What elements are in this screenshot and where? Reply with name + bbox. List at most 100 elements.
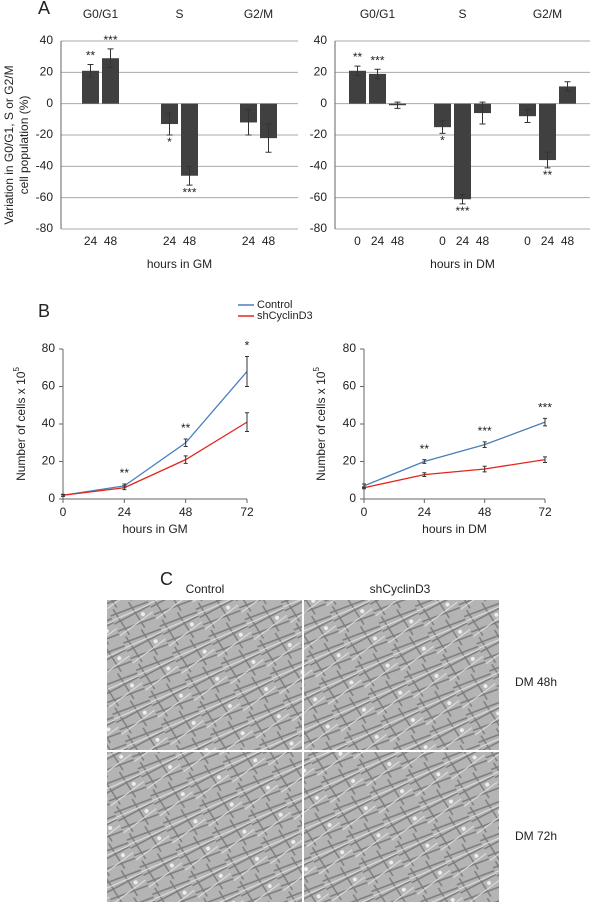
y-axis-label: Variation in G0/G1, S or G2/M (2, 65, 16, 224)
line (363, 458, 546, 489)
micrograph (304, 752, 499, 902)
y-axis-label-exponent: 5 (312, 367, 321, 372)
x-axis-label: hours in DM (430, 257, 495, 271)
panel-label: A (38, 0, 50, 18)
significance: ** (181, 421, 191, 435)
bar (349, 70, 366, 104)
y-tick-label: -20 (36, 127, 54, 141)
significance: * (440, 134, 445, 148)
y-tick-label: 60 (343, 379, 357, 393)
panel-label: C (160, 569, 173, 589)
y-tick-label: 0 (46, 96, 53, 110)
y-tick-label: -60 (36, 190, 54, 204)
y-tick-label: -80 (310, 221, 328, 235)
group-label: G2/M (244, 7, 273, 21)
group-label: S (458, 7, 466, 21)
significance: *** (478, 424, 492, 438)
category-label: 0 (354, 234, 361, 248)
line (62, 421, 248, 496)
row-label: DM 48h (515, 675, 557, 689)
error-bar (422, 472, 427, 477)
y-tick-label: 80 (343, 341, 357, 355)
error-bar (265, 123, 272, 153)
legend-label: shCyclinD3 (257, 310, 313, 322)
category-label: 48 (561, 234, 575, 248)
y-axis-label: Number of cells x 105 (312, 367, 328, 481)
significance: *** (370, 53, 384, 67)
x-tick-label: 72 (538, 505, 552, 519)
group-label: G2/M (533, 7, 562, 21)
significance: ** (120, 466, 130, 480)
x-tick-label: 48 (179, 505, 193, 519)
panel-label: B (38, 301, 50, 321)
y-tick-label: 60 (42, 379, 56, 393)
y-tick-label: 20 (42, 454, 56, 468)
bar (260, 103, 277, 139)
x-axis-label: hours in DM (422, 522, 487, 536)
error-bar (564, 81, 571, 92)
error-bar (479, 101, 486, 125)
x-tick-label: 24 (118, 505, 132, 519)
category-label: 48 (262, 234, 276, 248)
error-bar (459, 194, 466, 205)
category-label: 24 (456, 234, 470, 248)
x-tick-label: 72 (240, 505, 254, 519)
category-label: 24 (371, 234, 385, 248)
x-axis-label: hours in GM (122, 522, 187, 536)
y-axis-label-text: Number of cells x 10 (14, 371, 28, 481)
bar (454, 103, 471, 200)
bar (102, 58, 119, 104)
bar (434, 103, 451, 128)
y-tick-label: 80 (42, 341, 56, 355)
bar (82, 70, 99, 104)
bar (181, 103, 198, 176)
significance: ** (420, 442, 430, 456)
error-bar (122, 485, 127, 491)
bar (369, 73, 386, 104)
line (62, 371, 248, 496)
error-bar (524, 109, 531, 123)
y-tick-label: -20 (310, 127, 328, 141)
y-tick-label: -80 (36, 221, 54, 235)
significance: *** (103, 33, 117, 47)
error-bar (374, 68, 381, 80)
category-label: 24 (84, 234, 98, 248)
error-bar (422, 459, 427, 464)
error-bar (61, 493, 65, 497)
y-tick-label: 40 (343, 416, 357, 430)
error-bar (439, 120, 446, 134)
error-bar (544, 151, 551, 169)
significance: ** (353, 50, 363, 64)
y-axis-label-text: Number of cells x 10 (314, 371, 328, 481)
column-label: shCyclinD3 (370, 582, 431, 596)
x-tick-label: 0 (361, 505, 368, 519)
error-bar (543, 417, 547, 427)
category-label: 0 (524, 234, 531, 248)
error-bar (543, 456, 547, 463)
error-bar (482, 465, 487, 473)
category-label: 48 (476, 234, 490, 248)
category-label: 48 (391, 234, 405, 248)
x-tick-label: 48 (478, 505, 492, 519)
error-bar (186, 165, 193, 186)
group-label: S (175, 7, 183, 21)
y-tick-label: 40 (42, 416, 56, 430)
y-tick-label: 0 (349, 491, 356, 505)
error-bar (482, 441, 487, 448)
error-bar (166, 112, 173, 136)
category-label: 0 (439, 234, 446, 248)
error-bar (87, 64, 94, 78)
significance: ** (543, 168, 553, 182)
significance: * (167, 135, 172, 149)
y-tick-label: 40 (40, 33, 54, 47)
category-label: 48 (183, 234, 197, 248)
y-tick-label: 40 (314, 33, 328, 47)
y-tick-label: 0 (320, 96, 327, 110)
error-bar (245, 412, 249, 432)
micrograph (304, 600, 499, 750)
significance: *** (538, 401, 552, 415)
bar (559, 86, 576, 104)
error-bar (245, 109, 252, 136)
significance: *** (455, 204, 469, 218)
